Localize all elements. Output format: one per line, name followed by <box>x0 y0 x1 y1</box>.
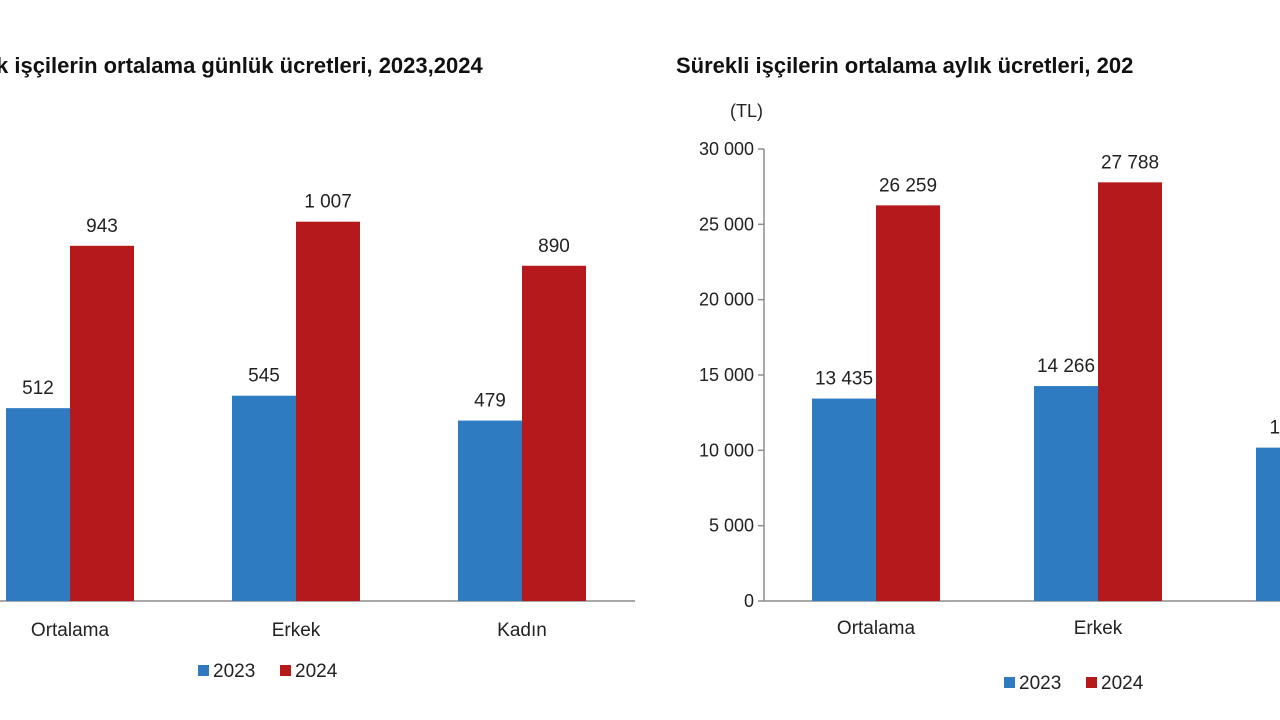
bar-2024-0 <box>70 245 134 601</box>
data-label-2023-0: 13 435 <box>815 369 873 390</box>
bar-2023-0 <box>812 398 876 601</box>
chart-title: k işçilerin ortalama günlük ücretleri, 2… <box>0 53 483 78</box>
unit-label: (TL) <box>730 101 763 121</box>
legend-swatch-2023 <box>1004 677 1015 688</box>
y-tick-label: 5 000 <box>709 516 754 536</box>
chart-title: Sürekli işçilerin ortalama aylık ücretle… <box>676 53 1133 78</box>
category-label: Ortalama <box>31 620 110 641</box>
legend-label-2024: 2024 <box>1101 673 1144 694</box>
monthly-wage-chart: Sürekli işçilerin ortalama aylık ücretle… <box>676 53 1280 694</box>
y-tick-label: 0 <box>744 591 754 611</box>
category-label: Erkek <box>1074 618 1123 639</box>
legend-swatch-2024 <box>1086 677 1097 688</box>
data-label-2024-1: 27 788 <box>1101 152 1159 173</box>
legend-label-2023: 2023 <box>1019 673 1061 694</box>
legend-swatch-2024 <box>280 665 291 676</box>
y-tick-label: 15 000 <box>699 365 754 385</box>
data-label-2023-2: 10 1 <box>1270 418 1280 439</box>
y-tick-label: 10 000 <box>699 440 754 460</box>
data-label-2023-0: 512 <box>22 378 54 399</box>
bar-2024-2 <box>522 265 586 601</box>
y-tick-label: 25 000 <box>699 214 754 234</box>
bar-2023-0 <box>6 408 70 601</box>
bar-2023-1 <box>1034 386 1098 601</box>
legend-swatch-2023 <box>198 665 209 676</box>
category-label: Kadın <box>497 620 547 641</box>
data-label-2024-0: 26 259 <box>879 175 937 196</box>
legend-label-2024: 2024 <box>295 661 338 682</box>
bar-2023-2 <box>1256 447 1280 601</box>
data-label-2023-1: 545 <box>248 366 280 387</box>
daily-wage-chart: k işçilerin ortalama günlük ücretleri, 2… <box>0 53 635 682</box>
data-label-2024-2: 890 <box>538 236 570 257</box>
bar-2023-2 <box>458 420 522 601</box>
y-tick-label: 30 000 <box>699 139 754 159</box>
bar-2024-1 <box>296 221 360 602</box>
data-label-2024-1: 1 007 <box>304 192 352 213</box>
data-label-2024-0: 943 <box>86 216 118 237</box>
legend-label-2023: 2023 <box>213 661 255 682</box>
data-label-2023-1: 14 266 <box>1037 356 1095 377</box>
category-label: Ortalama <box>837 618 916 639</box>
y-tick-label: 20 000 <box>699 290 754 310</box>
bar-2024-1 <box>1098 182 1162 602</box>
data-label-2023-2: 479 <box>474 391 506 412</box>
category-label: Erkek <box>272 620 321 641</box>
bar-2024-0 <box>876 205 940 602</box>
bar-2023-1 <box>232 395 296 601</box>
